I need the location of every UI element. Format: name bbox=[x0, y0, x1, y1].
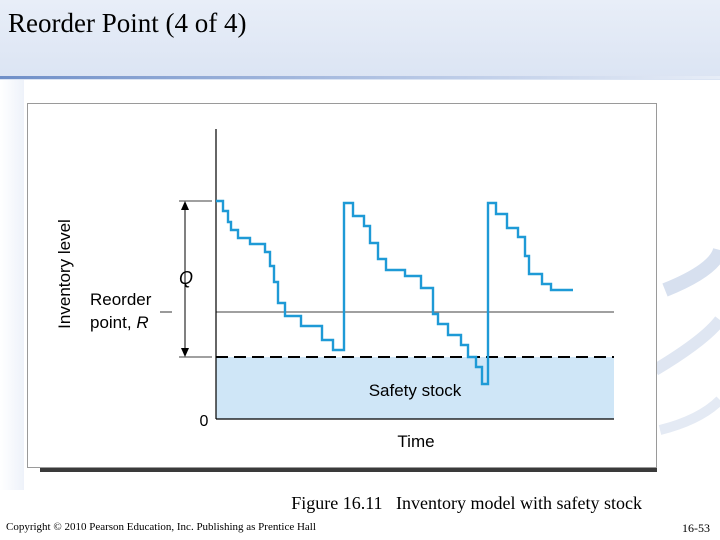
page-number: 16-53 bbox=[682, 521, 710, 535]
q-arrow-head-bottom bbox=[181, 348, 189, 357]
inventory-level-line bbox=[216, 199, 573, 386]
reorder-point-text: point, bbox=[90, 313, 132, 332]
q-arrow-head-top bbox=[181, 201, 189, 210]
inventory-diagram: Inventory level Time 0 Q Reorder point, … bbox=[55, 129, 614, 451]
title-underline bbox=[0, 76, 720, 79]
slide-title: Reorder Point (4 of 4) bbox=[8, 8, 247, 38]
zero-label: 0 bbox=[200, 413, 209, 430]
reorder-label: Reorder bbox=[90, 290, 152, 309]
copyright-notice: Copyright © 2010 Pearson Education, Inc.… bbox=[6, 521, 316, 533]
safety-stock-area bbox=[216, 357, 614, 419]
q-label: Q bbox=[179, 268, 193, 288]
y-axis-label: Inventory level bbox=[55, 219, 74, 329]
safety-stock-label: Safety stock bbox=[369, 381, 462, 400]
left-decorative-band bbox=[0, 80, 24, 490]
decorative-swirl bbox=[655, 247, 720, 435]
figure-caption: Figure 16.11 Inventory model with safety… bbox=[291, 493, 642, 513]
title-bar bbox=[0, 0, 720, 80]
reorder-point-variable: R bbox=[136, 313, 148, 332]
reorder-point-label: point, R bbox=[90, 313, 149, 332]
x-axis-label: Time bbox=[397, 432, 434, 451]
figure-panel: Inventory level Time 0 Q Reorder point, … bbox=[27, 103, 657, 468]
